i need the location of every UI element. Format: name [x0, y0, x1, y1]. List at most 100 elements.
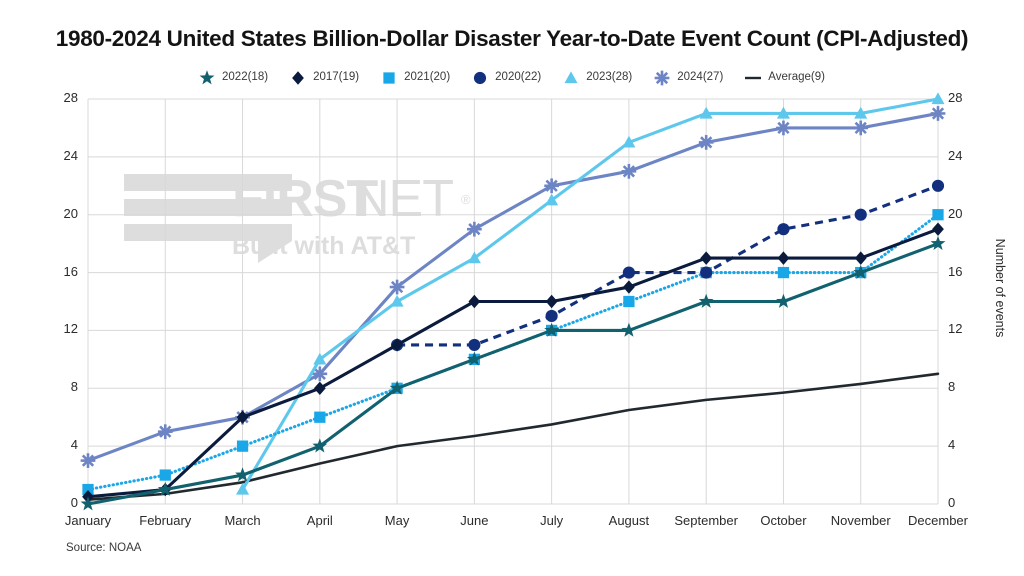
data-point — [82, 483, 94, 496]
y-tick-label: 8 — [70, 379, 78, 395]
data-point — [698, 135, 714, 150]
y-tick-label-right: 8 — [948, 379, 956, 395]
data-point — [699, 106, 713, 119]
y-tick-label-right: 16 — [948, 263, 963, 279]
series-202427 — [80, 106, 946, 468]
legend-label: 2024(27) — [677, 71, 724, 84]
data-point — [235, 467, 250, 482]
data-point — [312, 438, 328, 453]
circle-marker-icon — [472, 70, 488, 86]
data-point — [622, 266, 635, 279]
legend-item-average9[interactable]: Average(9) — [745, 70, 825, 86]
star-marker-icon — [199, 70, 215, 86]
data-point — [389, 279, 405, 295]
legend-item-202218[interactable]: 2022(18) — [199, 70, 268, 86]
source-note: Source: NOAA — [66, 542, 142, 554]
legend-item-202022[interactable]: 2020(22) — [472, 70, 541, 86]
data-point — [80, 453, 96, 468]
x-tick-label: March — [224, 513, 261, 528]
data-point — [468, 294, 481, 309]
svg-text:®: ® — [461, 192, 471, 207]
legend-item-202427[interactable]: 2024(27) — [654, 70, 723, 86]
data-point — [313, 352, 327, 365]
legend-label: 2020(22) — [495, 71, 542, 84]
data-point — [931, 92, 945, 105]
legend-label: 2017(19) — [313, 71, 360, 84]
data-point — [314, 411, 326, 423]
none-marker-icon — [745, 70, 762, 86]
y-tick-label-right: 0 — [948, 495, 956, 510]
data-point — [390, 294, 404, 307]
y-tick-label: 16 — [63, 263, 78, 279]
x-tick-label: December — [908, 513, 968, 528]
data-point — [776, 106, 790, 119]
data-point — [776, 293, 791, 308]
series-201719 — [82, 222, 944, 504]
y-tick-label: 12 — [63, 321, 78, 337]
data-point — [700, 266, 713, 279]
data-point — [621, 322, 637, 337]
data-point — [389, 380, 405, 395]
series-202218 — [80, 235, 946, 511]
data-point — [545, 193, 559, 206]
series-202328 — [236, 92, 945, 495]
data-point — [159, 469, 171, 481]
x-tick-label: August — [608, 513, 650, 528]
data-point — [622, 135, 636, 148]
data-point — [391, 338, 403, 352]
data-point — [853, 264, 869, 279]
data-point — [236, 440, 249, 452]
y-tick-label: 28 — [63, 90, 78, 105]
y-tick-label-right: 24 — [948, 147, 963, 163]
data-point — [157, 481, 173, 496]
legend-label: 2022(18) — [222, 71, 269, 84]
x-tick-label: February — [139, 513, 192, 528]
data-point — [544, 178, 559, 194]
data-point — [854, 106, 868, 119]
data-point — [468, 338, 481, 351]
y-tick-label: 24 — [63, 147, 78, 163]
series-average9 — [86, 372, 940, 501]
data-point — [698, 293, 714, 308]
data-point — [312, 366, 328, 382]
x-tick-label: September — [674, 513, 738, 528]
legend-label: 2023(28) — [586, 71, 633, 84]
data-point — [853, 120, 869, 136]
square-marker-icon — [381, 70, 397, 86]
triangle-marker-icon — [563, 70, 579, 86]
svg-text:FIRST: FIRST — [232, 170, 378, 228]
data-point — [467, 251, 481, 264]
data-point — [931, 179, 945, 192]
data-point — [777, 223, 790, 236]
legend-item-201719[interactable]: 2017(19) — [290, 70, 359, 86]
data-point — [777, 266, 790, 279]
data-point — [854, 208, 867, 221]
data-point — [545, 309, 558, 323]
data-point — [236, 410, 249, 424]
legend-item-202328[interactable]: 2023(28) — [563, 70, 632, 86]
y-tick-label-right: 28 — [948, 90, 963, 105]
x-tick-label: May — [384, 513, 410, 528]
data-point — [544, 322, 560, 337]
data-point — [466, 351, 482, 366]
y-tick-label: 20 — [63, 205, 78, 221]
data-point — [854, 251, 867, 265]
x-tick-label: January — [64, 513, 112, 528]
series-202120 — [82, 209, 944, 496]
legend-item-202120[interactable]: 2021(20) — [381, 70, 450, 86]
y-tick-label-right: 20 — [948, 205, 963, 221]
x-tick-label: October — [760, 513, 807, 528]
data-point — [930, 106, 946, 121]
svg-text:NET: NET — [352, 170, 453, 228]
y-tick-label: 4 — [70, 437, 78, 453]
data-point — [777, 251, 790, 265]
data-point — [623, 295, 635, 308]
chart-title: 1980-2024 United States Billion-Dollar D… — [55, 26, 969, 51]
legend-label: 2021(20) — [404, 71, 451, 84]
data-point — [932, 209, 944, 221]
data-point — [776, 120, 791, 136]
data-point — [313, 381, 326, 396]
